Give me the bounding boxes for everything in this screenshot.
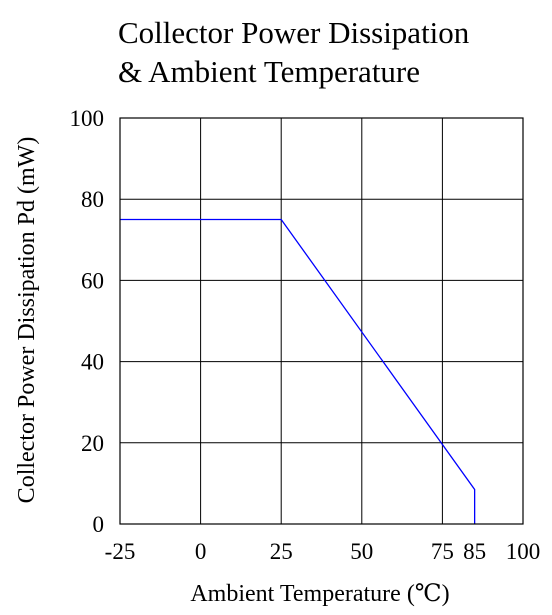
series xyxy=(120,218,476,524)
y-tick-label-5: 100 xyxy=(70,106,105,131)
plot-frame xyxy=(119,117,524,525)
x-tick-label-0: -25 xyxy=(105,539,136,564)
chart-title-line-2: & Ambient Temperature xyxy=(118,54,420,89)
x-tick-label-1: 0 xyxy=(195,539,207,564)
x-tick-label-5: 85 xyxy=(463,539,486,564)
y-tick-label-4: 80 xyxy=(81,187,104,212)
x-tick-labels: -25 0 25 50 75 85 100 xyxy=(105,539,541,564)
chart-title-line-1: Collector Power Dissipation xyxy=(118,15,470,50)
x-tick-label-6: 100 xyxy=(506,539,541,564)
x-tick-label-3: 50 xyxy=(350,539,373,564)
x-tick-label-2: 25 xyxy=(270,539,293,564)
y-tick-label-0: 0 xyxy=(93,512,105,537)
y-tick-labels: 0 20 40 60 80 100 xyxy=(70,106,105,537)
x-axis-label: Ambient Temperature (℃) xyxy=(190,581,449,607)
y-axis-label: Collector Power Dissipation Pd (mW) xyxy=(14,137,40,504)
grid xyxy=(119,117,524,525)
y-tick-label-1: 20 xyxy=(81,431,104,456)
x-tick-label-4: 75 xyxy=(431,539,454,564)
series-line-0 xyxy=(120,218,476,524)
y-tick-label-2: 40 xyxy=(81,350,104,375)
y-tick-label-3: 60 xyxy=(81,268,104,293)
